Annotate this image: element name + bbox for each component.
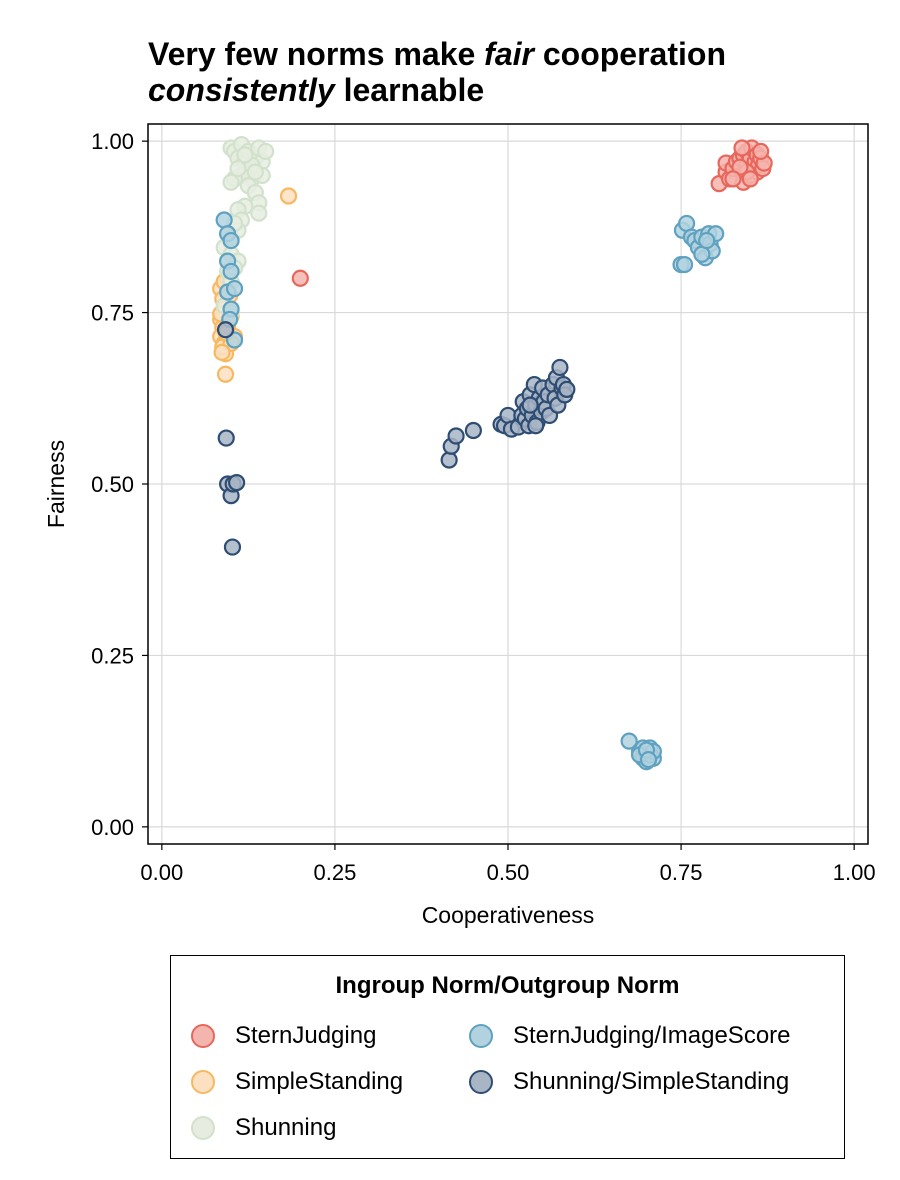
data-point xyxy=(215,211,233,229)
data-point xyxy=(724,170,742,188)
data-point xyxy=(551,358,569,377)
legend-label: SimpleStanding xyxy=(235,1068,404,1095)
data-point xyxy=(620,732,638,750)
y-tick-label: 0.75 xyxy=(91,301,134,326)
legend: Ingroup Norm/Outgroup Norm SternJudging S… xyxy=(170,955,845,1159)
legend-item: Shunning/SimpleStanding xyxy=(469,1068,789,1096)
legend-label: Shunning xyxy=(235,1114,337,1141)
x-tick-label: 0.50 xyxy=(487,860,530,885)
legend-item: Shunning xyxy=(191,1114,336,1142)
legend-swatch xyxy=(191,1070,215,1094)
data-point xyxy=(228,474,246,492)
data-point xyxy=(464,421,482,440)
chart-title: Very few norms make fair cooperation cons… xyxy=(148,36,888,108)
data-point xyxy=(222,173,240,191)
data-point xyxy=(213,343,231,361)
data-points xyxy=(212,135,773,771)
data-point xyxy=(291,269,309,287)
data-point xyxy=(216,365,235,383)
title-segment: Very few norms make xyxy=(148,36,485,72)
y-tick-label: 0.25 xyxy=(91,643,134,668)
y-axis-label: Fairness xyxy=(43,440,69,528)
title-segment: consistently xyxy=(148,72,335,108)
y-tick-label: 0.00 xyxy=(91,815,134,840)
x-tick-label: 1.00 xyxy=(833,860,876,885)
data-point xyxy=(675,255,694,274)
data-point xyxy=(440,451,458,469)
legend-label: SternJudging/ImageScore xyxy=(513,1022,791,1049)
series-shunning-simplestanding xyxy=(216,321,576,556)
x-axis-ticks: 0.00 0.25 0.50 0.75 1.00 xyxy=(140,844,876,885)
data-point xyxy=(236,146,254,164)
data-point xyxy=(222,262,240,281)
legend-item: SternJudging xyxy=(191,1022,376,1050)
data-point xyxy=(216,321,235,339)
title-segment: fair xyxy=(484,36,534,72)
data-point xyxy=(229,159,247,178)
x-tick-label: 0.75 xyxy=(660,860,703,885)
series-sternjudging xyxy=(291,139,773,287)
data-point xyxy=(223,538,242,556)
legend-item: SternJudging/ImageScore xyxy=(469,1022,791,1050)
grid-lines xyxy=(148,124,868,844)
legend-swatch xyxy=(191,1116,215,1140)
y-tick-label: 0.50 xyxy=(91,472,134,497)
data-point xyxy=(741,170,759,188)
data-point xyxy=(558,380,576,398)
data-point xyxy=(733,139,751,157)
title-segment: cooperation xyxy=(533,36,726,72)
legend-label: SternJudging xyxy=(235,1022,377,1049)
title-segment: learnable xyxy=(334,72,485,108)
data-point xyxy=(257,142,275,161)
data-point xyxy=(217,429,235,447)
legend-swatch xyxy=(469,1070,493,1094)
data-point xyxy=(698,231,716,250)
data-point xyxy=(527,417,545,435)
legend-swatch xyxy=(469,1024,493,1048)
data-point xyxy=(246,163,264,181)
data-point xyxy=(222,231,240,250)
y-tick-label: 1.00 xyxy=(91,129,134,154)
x-tick-label: 0.25 xyxy=(314,860,357,885)
legend-item: SimpleStanding xyxy=(191,1068,403,1096)
x-tick-label: 0.00 xyxy=(140,860,183,885)
legend-swatch xyxy=(191,1024,215,1048)
legend-title: Ingroup Norm/Outgroup Norm xyxy=(335,972,680,999)
y-axis-ticks: 0.00 0.25 0.50 0.75 1.00 xyxy=(91,129,148,840)
data-point xyxy=(250,204,268,222)
data-point xyxy=(447,427,465,445)
series-sternjudging-imagescore xyxy=(215,211,725,771)
x-axis-label: Cooperativeness xyxy=(422,902,595,928)
data-point xyxy=(521,396,539,414)
scatter-plot: 0.00 0.25 0.50 0.75 1.00 0.00 0.25 0.50 0.75 1.0… xyxy=(43,123,876,928)
data-point xyxy=(225,279,244,298)
data-point xyxy=(752,142,770,161)
data-point xyxy=(639,751,658,769)
data-point xyxy=(279,187,298,205)
legend-label: Shunning/SimpleStanding xyxy=(513,1068,790,1095)
